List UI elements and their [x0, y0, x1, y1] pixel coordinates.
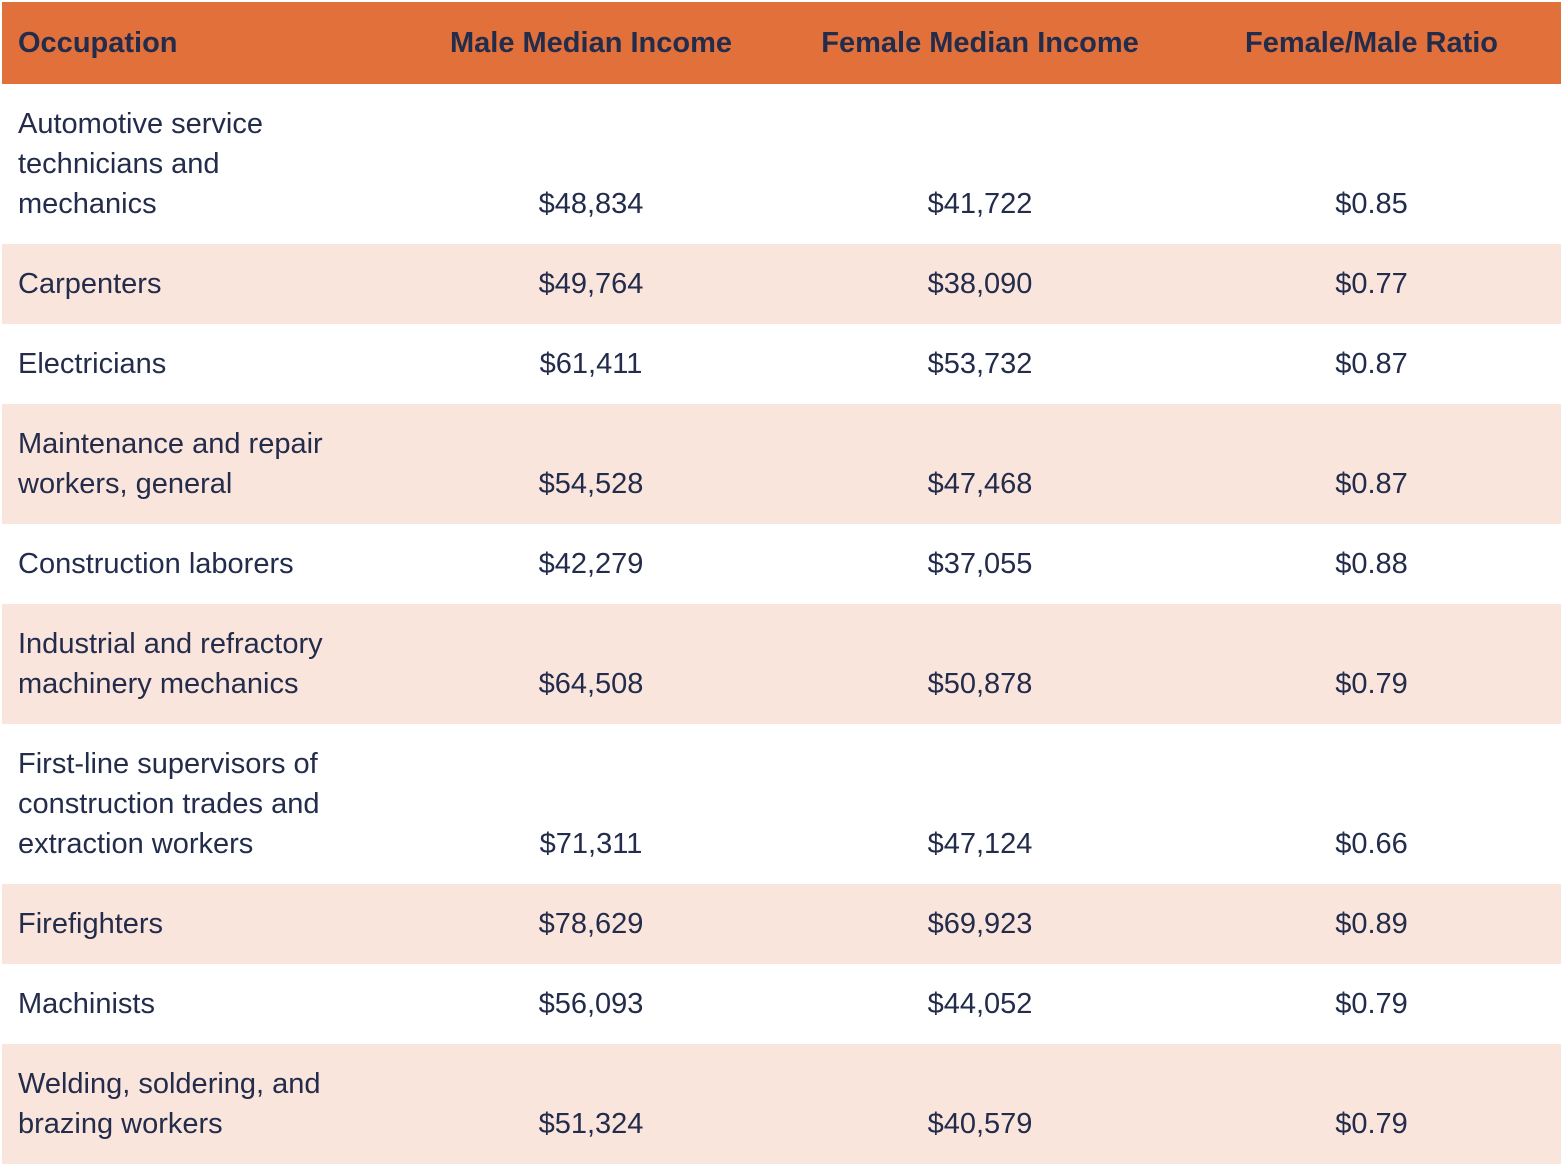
male-income-cell: $61,411	[422, 324, 760, 404]
male-income-cell: $54,528	[422, 404, 760, 524]
female-income-cell: $40,579	[760, 1044, 1200, 1164]
table-row: Maintenance and repair workers, general …	[2, 404, 1561, 524]
occupation-cell: Welding, soldering, and brazing workers	[2, 1044, 422, 1164]
female-income-cell: $44,052	[760, 964, 1200, 1044]
column-header-male-median-income: Male Median Income	[422, 2, 760, 84]
table-row: First-line supervisors of construction t…	[2, 724, 1561, 884]
female-income-cell: $38,090	[760, 244, 1200, 324]
female-income-cell: $41,722	[760, 84, 1200, 244]
table-row: Welding, soldering, and brazing workers …	[2, 1044, 1561, 1164]
ratio-cell: $0.79	[1200, 604, 1561, 724]
male-income-cell: $51,324	[422, 1044, 760, 1164]
occupation-cell: Industrial and refractory machinery mech…	[2, 604, 422, 724]
occupation-cell: Automotive service technicians and mecha…	[2, 84, 422, 244]
table-row: Construction laborers $42,279 $37,055 $0…	[2, 524, 1561, 604]
table-row: Carpenters $49,764 $38,090 $0.77	[2, 244, 1561, 324]
ratio-cell: $0.87	[1200, 324, 1561, 404]
table-row: Automotive service technicians and mecha…	[2, 84, 1561, 244]
column-header-occupation: Occupation	[2, 2, 422, 84]
ratio-cell: $0.89	[1200, 884, 1561, 964]
male-income-cell: $71,311	[422, 724, 760, 884]
male-income-cell: $78,629	[422, 884, 760, 964]
female-income-cell: $53,732	[760, 324, 1200, 404]
table-row: Machinists $56,093 $44,052 $0.79	[2, 964, 1561, 1044]
female-income-cell: $50,878	[760, 604, 1200, 724]
ratio-cell: $0.85	[1200, 84, 1561, 244]
ratio-cell: $0.77	[1200, 244, 1561, 324]
occupation-cell: Machinists	[2, 964, 422, 1044]
male-income-cell: $42,279	[422, 524, 760, 604]
ratio-cell: $0.79	[1200, 964, 1561, 1044]
occupation-cell: Construction laborers	[2, 524, 422, 604]
occupation-cell: First-line supervisors of construction t…	[2, 724, 422, 884]
female-income-cell: $37,055	[760, 524, 1200, 604]
female-income-cell: $47,124	[760, 724, 1200, 884]
female-income-cell: $69,923	[760, 884, 1200, 964]
male-income-cell: $56,093	[422, 964, 760, 1044]
male-income-cell: $64,508	[422, 604, 760, 724]
male-income-cell: $48,834	[422, 84, 760, 244]
header-row: Occupation Male Median Income Female Med…	[2, 2, 1561, 84]
table-body: Automotive service technicians and mecha…	[2, 84, 1561, 1164]
occupation-cell: Carpenters	[2, 244, 422, 324]
occupation-cell: Firefighters	[2, 884, 422, 964]
female-income-cell: $47,468	[760, 404, 1200, 524]
male-income-cell: $49,764	[422, 244, 760, 324]
column-header-female-median-income: Female Median Income	[760, 2, 1200, 84]
occupation-cell: Maintenance and repair workers, general	[2, 404, 422, 524]
table-row: Firefighters $78,629 $69,923 $0.89	[2, 884, 1561, 964]
column-header-female-male-ratio: Female/Male Ratio	[1200, 2, 1561, 84]
ratio-cell: $0.87	[1200, 404, 1561, 524]
ratio-cell: $0.79	[1200, 1044, 1561, 1164]
ratio-cell: $0.88	[1200, 524, 1561, 604]
table-row: Electricians $61,411 $53,732 $0.87	[2, 324, 1561, 404]
ratio-cell: $0.66	[1200, 724, 1561, 884]
occupation-cell: Electricians	[2, 324, 422, 404]
table-row: Industrial and refractory machinery mech…	[2, 604, 1561, 724]
